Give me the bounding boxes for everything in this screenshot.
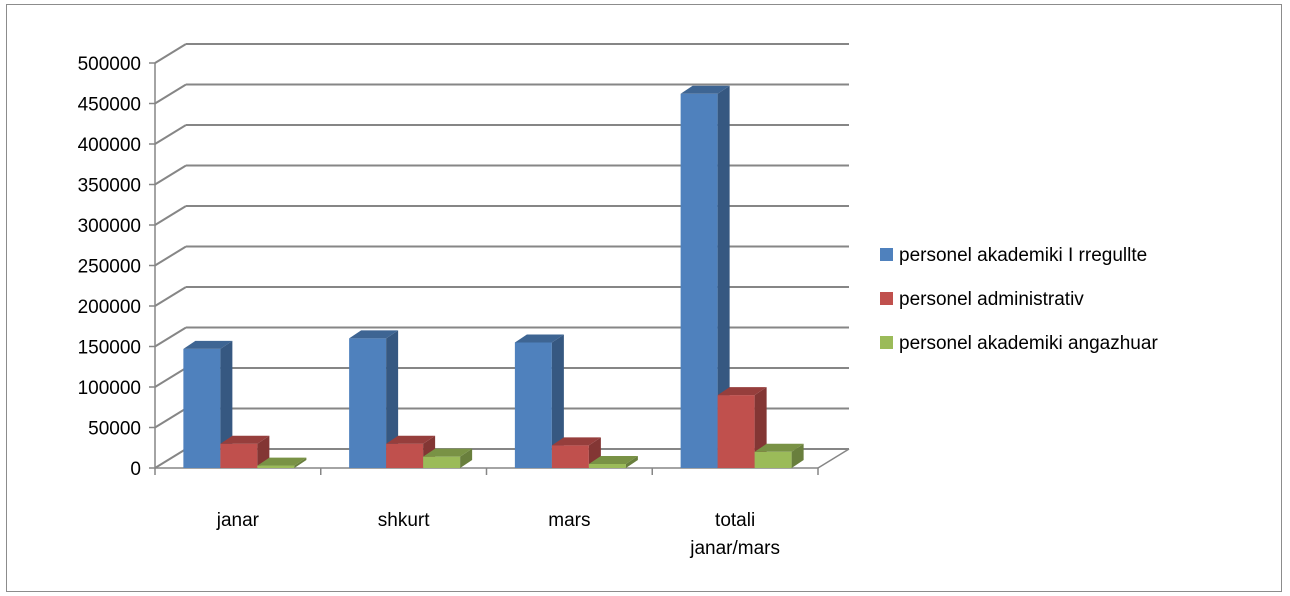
bar-side	[460, 448, 473, 468]
gridline-side	[154, 407, 187, 429]
gridline-side	[154, 326, 187, 348]
y-tick-label: 450000	[78, 95, 141, 116]
bar-side	[220, 340, 233, 468]
x-tick-label: janar/mars	[689, 538, 780, 559]
chart-frame	[6, 4, 1282, 592]
bar-front	[551, 445, 589, 468]
y-tick-label: 0	[130, 459, 141, 480]
bar-front	[257, 465, 295, 468]
bar-front	[183, 348, 221, 468]
x-tick-label: janar	[216, 510, 260, 531]
bar-top	[551, 437, 601, 446]
bar-top	[680, 85, 730, 94]
floor-edge	[817, 448, 850, 469]
gridline-side	[154, 205, 187, 226]
bar-top	[754, 443, 804, 452]
bar-top	[514, 334, 564, 343]
bar-front	[423, 456, 461, 468]
bar-top	[257, 457, 307, 466]
x-tick-label: mars	[548, 510, 590, 531]
gridline-side	[154, 448, 187, 469]
bar-side	[551, 334, 564, 468]
y-tick-label: 400000	[78, 135, 141, 156]
y-tick-label: 100000	[78, 378, 141, 399]
bar-front	[754, 451, 792, 468]
bar-top	[588, 455, 638, 464]
bar-front	[514, 342, 552, 468]
legend-swatch	[880, 292, 893, 305]
y-tick-label: 50000	[88, 419, 141, 440]
bar-top	[717, 387, 767, 396]
bar-side	[791, 443, 804, 468]
bar-top	[220, 435, 270, 444]
bar-front	[588, 463, 626, 468]
legend-label: personel akademiki angazhuar	[899, 333, 1158, 354]
bar-top	[349, 330, 399, 339]
bar-side	[717, 85, 730, 468]
y-tick-label: 500000	[78, 54, 141, 75]
x-tick-label: shkurt	[378, 510, 430, 531]
gridline-side	[154, 124, 187, 145]
bar-front	[680, 93, 718, 468]
legend-swatch	[880, 248, 893, 261]
legend-swatch	[880, 336, 893, 349]
bar-top	[183, 340, 233, 349]
bar-side	[294, 457, 307, 468]
gridline-side	[154, 43, 187, 64]
bar-front	[220, 443, 258, 468]
gridline-side	[154, 164, 187, 186]
bar-top	[423, 448, 473, 457]
legend-label: personel administrativ	[899, 289, 1084, 310]
gridline-side	[154, 367, 187, 388]
y-tick-label: 250000	[78, 257, 141, 278]
bar-top	[386, 435, 436, 444]
bar-front	[386, 443, 424, 468]
y-tick-label: 350000	[78, 176, 141, 197]
gridline-side	[154, 83, 187, 105]
bar-front	[349, 338, 387, 468]
bar-side	[625, 455, 638, 468]
legend-label: personel akademiki I rregullte	[899, 245, 1147, 266]
bar-front	[717, 395, 755, 468]
gridline-side	[154, 245, 187, 267]
y-tick-label: 200000	[78, 297, 141, 318]
bar-side	[386, 330, 399, 468]
gridline-side	[154, 286, 187, 307]
y-tick-label: 300000	[78, 216, 141, 237]
y-tick-label: 150000	[78, 338, 141, 359]
x-tick-label: totali	[715, 510, 755, 531]
